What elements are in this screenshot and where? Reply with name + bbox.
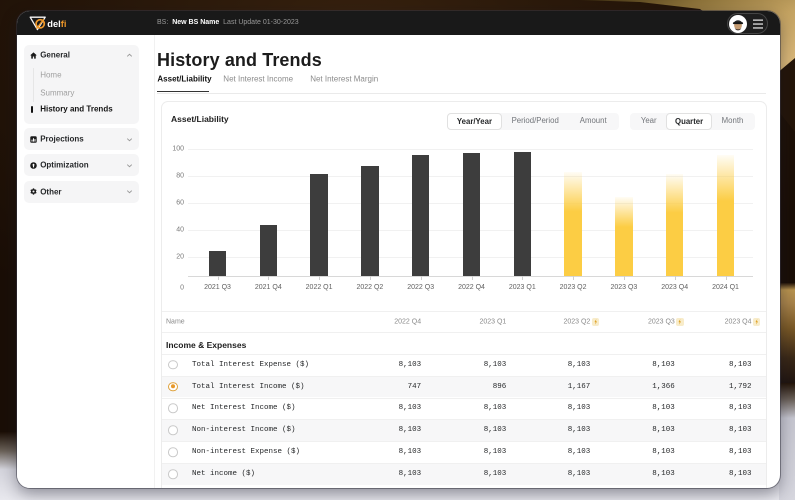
svg-text:delfi: delfi	[47, 19, 66, 29]
